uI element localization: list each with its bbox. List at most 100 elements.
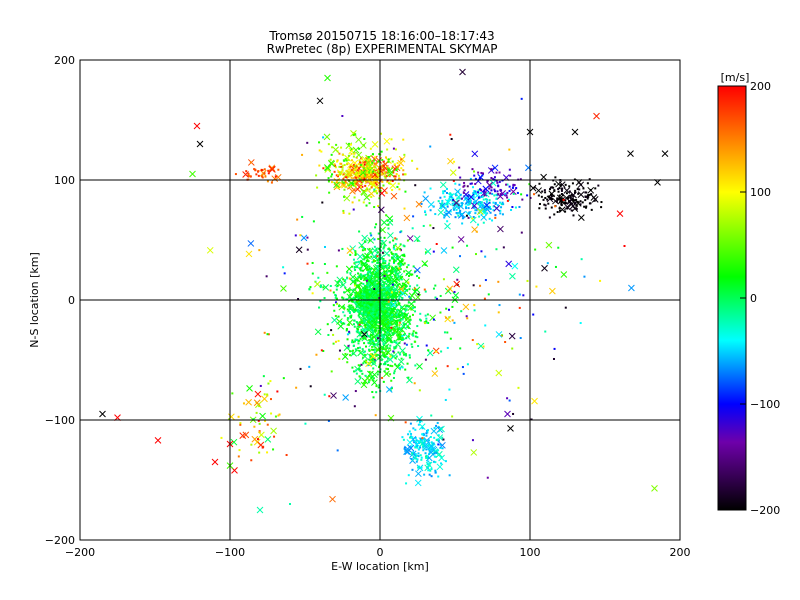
data-point [435, 424, 438, 427]
data-point [352, 134, 355, 137]
data-point [506, 199, 509, 202]
data-point-x [366, 163, 374, 170]
data-point [401, 366, 404, 369]
data-point-x [511, 262, 519, 270]
data-point [388, 175, 391, 178]
data-point [401, 297, 404, 300]
data-point [476, 343, 479, 346]
data-point [252, 418, 255, 421]
data-point [344, 352, 347, 355]
data-point [336, 284, 339, 287]
data-point [482, 198, 485, 201]
data-point [355, 349, 358, 352]
data-point [398, 291, 401, 294]
data-point-x [470, 449, 478, 456]
data-point [376, 314, 379, 317]
data-point [405, 308, 408, 311]
data-point-x [387, 170, 394, 177]
data-point [369, 147, 372, 150]
data-point [337, 185, 340, 188]
data-point [320, 150, 323, 153]
data-point [426, 457, 429, 460]
data-point [347, 174, 350, 177]
data-point [257, 170, 260, 173]
data-point [475, 209, 478, 212]
data-point [471, 439, 474, 442]
data-point [414, 184, 417, 187]
data-point [387, 312, 390, 315]
data-point [401, 318, 404, 321]
data-point [263, 168, 266, 171]
data-point-x [504, 410, 511, 418]
data-point [386, 304, 389, 307]
data-point [484, 198, 487, 201]
data-point [471, 168, 474, 171]
data-point [371, 326, 374, 329]
data-point [371, 261, 374, 264]
data-point [391, 310, 394, 313]
data-point-x [363, 194, 371, 201]
data-point [461, 212, 464, 215]
data-point-x [364, 159, 372, 167]
data-point [366, 302, 369, 305]
data-point [366, 172, 369, 175]
data-point [496, 194, 499, 197]
data-point [369, 318, 372, 321]
data-point [362, 176, 365, 179]
data-point [373, 306, 376, 309]
data-point [452, 207, 455, 210]
data-point [351, 265, 354, 268]
data-point [394, 175, 397, 178]
data-point-x [414, 266, 421, 274]
data-point [520, 97, 523, 100]
data-point [395, 285, 398, 288]
data-point [361, 302, 364, 305]
data-point [381, 251, 384, 254]
data-point [540, 195, 543, 198]
data-point [267, 382, 270, 385]
data-point-x [459, 68, 466, 76]
data-point [347, 317, 350, 320]
data-point [485, 200, 488, 203]
data-point [374, 346, 377, 349]
data-point [371, 300, 374, 303]
data-point [392, 246, 395, 249]
data-point-x [399, 347, 406, 355]
scatter-points [99, 68, 669, 514]
data-point [401, 282, 404, 285]
data-point [412, 451, 415, 454]
data-point [381, 265, 384, 268]
data-point-x [331, 316, 338, 324]
data-point [360, 299, 363, 302]
data-point [403, 173, 406, 176]
data-point [579, 322, 582, 325]
data-point [342, 159, 345, 162]
data-point [403, 323, 406, 326]
data-point [570, 193, 573, 196]
data-point [353, 301, 356, 304]
data-point [327, 177, 330, 180]
data-point [437, 434, 440, 437]
data-point-x [259, 412, 266, 420]
data-point [374, 358, 377, 361]
data-point [407, 301, 410, 304]
data-point [488, 187, 491, 190]
data-point [506, 397, 509, 400]
data-point-x [314, 280, 321, 288]
data-point [373, 268, 376, 271]
x-tick-label: −200 [65, 546, 95, 559]
data-point [461, 366, 464, 369]
data-point [338, 165, 341, 168]
data-point [357, 347, 360, 350]
data-point-x [397, 159, 405, 167]
data-point [406, 362, 409, 365]
data-point [564, 210, 567, 213]
data-point [412, 306, 415, 309]
data-point [406, 305, 409, 308]
data-point [430, 475, 433, 478]
data-point [352, 170, 355, 173]
data-point [383, 172, 386, 175]
data-point-x [349, 187, 356, 195]
data-point [388, 306, 391, 309]
data-point [389, 269, 392, 272]
